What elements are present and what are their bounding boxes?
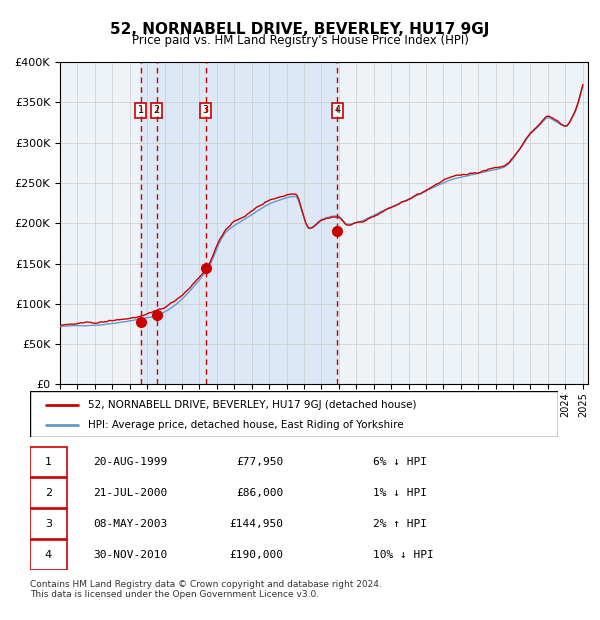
Bar — [140, 62, 337, 384]
Text: £144,950: £144,950 — [229, 519, 283, 529]
Text: 52, NORNABELL DRIVE, BEVERLEY, HU17 9GJ: 52, NORNABELL DRIVE, BEVERLEY, HU17 9GJ — [110, 22, 490, 37]
Text: £86,000: £86,000 — [236, 488, 283, 498]
Text: £77,950: £77,950 — [236, 457, 283, 467]
FancyBboxPatch shape — [30, 447, 67, 477]
Text: 2: 2 — [154, 105, 160, 115]
Text: 2% ↑ HPI: 2% ↑ HPI — [373, 519, 427, 529]
Text: 1: 1 — [137, 105, 144, 115]
Text: 1% ↓ HPI: 1% ↓ HPI — [373, 488, 427, 498]
Text: 4: 4 — [334, 105, 340, 115]
Text: 3: 3 — [203, 105, 209, 115]
Text: HPI: Average price, detached house, East Riding of Yorkshire: HPI: Average price, detached house, East… — [88, 420, 404, 430]
Text: 6% ↓ HPI: 6% ↓ HPI — [373, 457, 427, 467]
Text: Contains HM Land Registry data © Crown copyright and database right 2024.
This d: Contains HM Land Registry data © Crown c… — [30, 580, 382, 599]
Text: 10% ↓ HPI: 10% ↓ HPI — [373, 550, 434, 560]
Text: £190,000: £190,000 — [229, 550, 283, 560]
Text: 3: 3 — [45, 519, 52, 529]
Text: 1: 1 — [45, 457, 52, 467]
Text: Price paid vs. HM Land Registry's House Price Index (HPI): Price paid vs. HM Land Registry's House … — [131, 34, 469, 47]
Text: 52, NORNABELL DRIVE, BEVERLEY, HU17 9GJ (detached house): 52, NORNABELL DRIVE, BEVERLEY, HU17 9GJ … — [88, 399, 416, 410]
Text: 4: 4 — [45, 550, 52, 560]
FancyBboxPatch shape — [30, 478, 67, 508]
Text: 21-JUL-2000: 21-JUL-2000 — [94, 488, 167, 498]
FancyBboxPatch shape — [30, 391, 558, 437]
Text: 30-NOV-2010: 30-NOV-2010 — [94, 550, 167, 560]
Text: 20-AUG-1999: 20-AUG-1999 — [94, 457, 167, 467]
FancyBboxPatch shape — [30, 509, 67, 539]
Text: 2: 2 — [45, 488, 52, 498]
FancyBboxPatch shape — [30, 540, 67, 570]
Text: 08-MAY-2003: 08-MAY-2003 — [94, 519, 167, 529]
